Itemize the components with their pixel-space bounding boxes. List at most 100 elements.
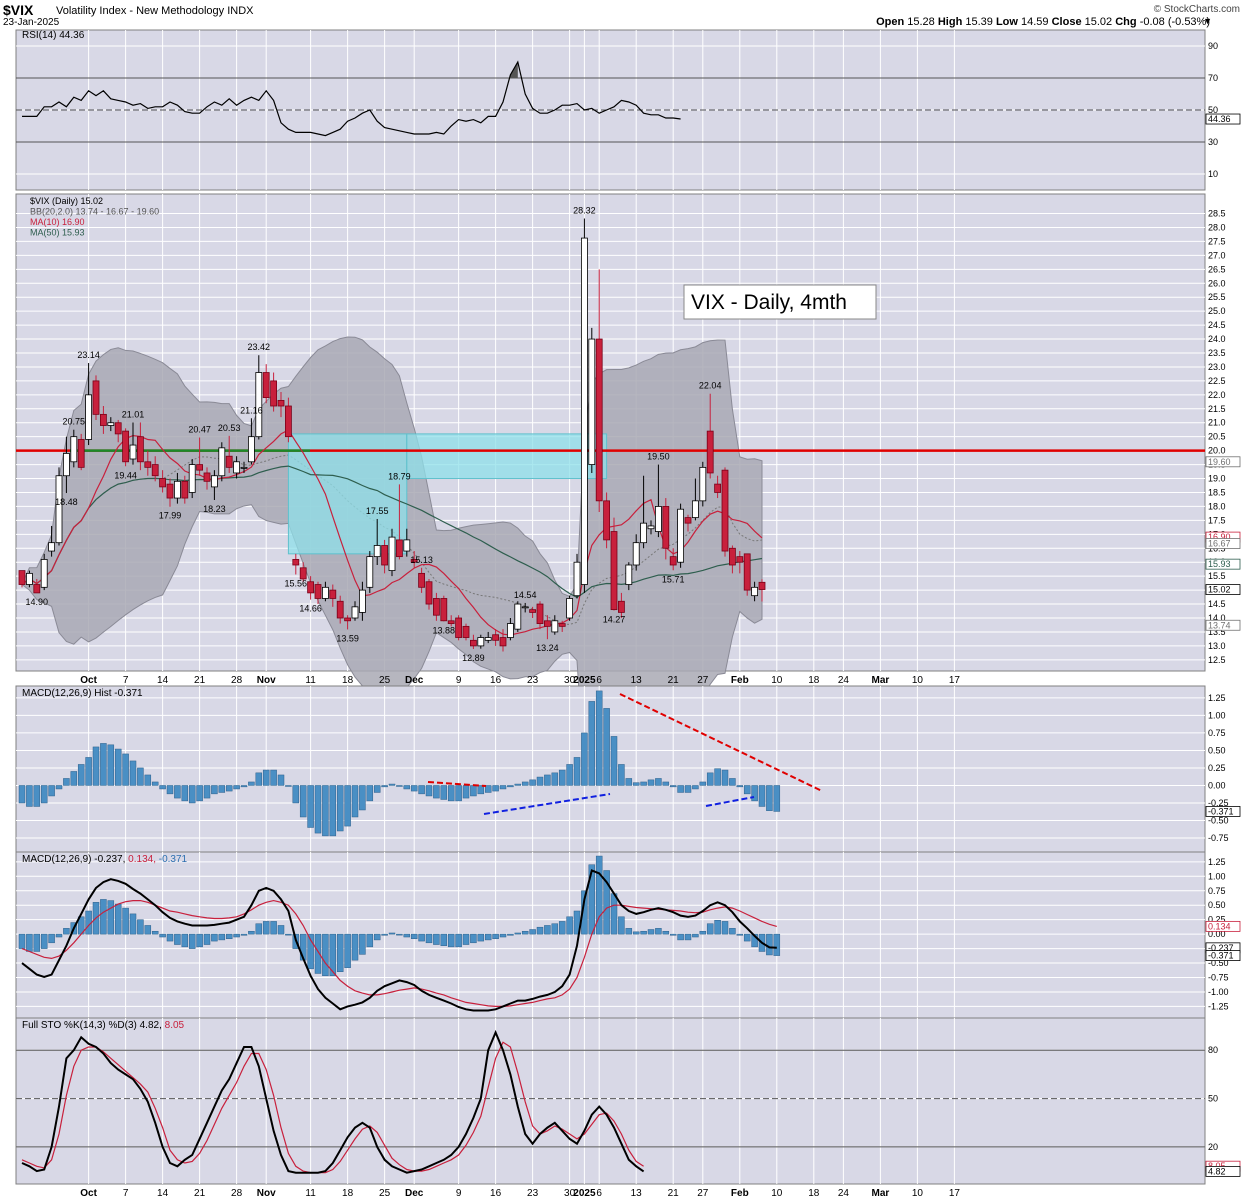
candle-body: [107, 422, 115, 426]
candle-body: [595, 338, 603, 502]
candle-body: [743, 553, 751, 591]
price-tick-11: 23.0: [1208, 362, 1226, 372]
sto-k-line: [21, 1029, 645, 1174]
hist-bar: [455, 785, 462, 802]
price-tick-13: 22.0: [1208, 390, 1226, 400]
candle-body: [381, 545, 389, 566]
price-tick-8: 24.5: [1208, 320, 1226, 330]
candle-body: [144, 461, 152, 468]
price-tick-21: 18.0: [1208, 501, 1226, 511]
candle: [336, 595, 344, 624]
open-label: Open: [876, 16, 905, 28]
macd-hist-bar: [455, 933, 462, 948]
candle: [159, 470, 167, 493]
candle-body: [662, 506, 670, 549]
macd-legend-part: 0.134,: [128, 854, 159, 865]
price-point-label-17: 15.13: [410, 555, 433, 565]
candle: [40, 553, 48, 591]
candle: [618, 592, 625, 618]
candle: [714, 475, 721, 499]
hist-bar: [684, 785, 692, 793]
macd-hist-tick-1: 1.00: [1208, 710, 1226, 720]
exchange: INDX: [227, 5, 254, 17]
macd-hist-tick-5: 0.00: [1208, 780, 1226, 790]
sto-value-tag-1: [1205, 1165, 1241, 1177]
macd-hist-bar: [721, 921, 729, 935]
hist-bar: [129, 760, 137, 786]
price-point-label-22: 28.32: [573, 206, 596, 216]
candle: [196, 437, 204, 476]
sto-tick-1: 50: [1208, 1094, 1218, 1104]
macd-hist-bar: [529, 929, 536, 935]
macd-line: [21, 869, 777, 1012]
macd-hist-bar: [751, 933, 758, 948]
x-axis-label: 10: [912, 675, 924, 686]
x-axis-label-bottom: Feb: [731, 1188, 749, 1199]
hist-bar: [181, 785, 189, 802]
candle: [544, 615, 551, 640]
hist-bar: [773, 785, 781, 812]
macd-hist-bar: [151, 930, 159, 935]
hist-bar: [558, 769, 566, 786]
x-axis-label: 23: [527, 675, 539, 686]
close-label: Close: [1051, 16, 1082, 28]
macd-hist-bar: [18, 933, 26, 949]
macd-hist-bar: [114, 903, 122, 935]
candle: [536, 601, 544, 630]
x-axis-label-bottom: 10: [771, 1188, 783, 1199]
candle-body: [403, 539, 411, 552]
macd-value-tag-0: [1205, 920, 1241, 932]
brand-credit[interactable]: © StockCharts.com: [1153, 4, 1240, 15]
red-trendline-small: [427, 781, 487, 787]
hist-bar: [529, 779, 536, 786]
candle-body: [262, 372, 270, 399]
hist-bar: [233, 785, 240, 790]
hist-bar: [625, 778, 633, 786]
macd-hist-bar: [492, 933, 499, 940]
macd-hist-bar: [677, 933, 684, 941]
hist-bar: [277, 774, 285, 786]
x-axis-label-bottom: 18: [808, 1188, 820, 1199]
hist-bar: [766, 785, 773, 811]
rsi-value-label-0: 44.36: [1208, 114, 1231, 124]
candle: [18, 570, 26, 588]
macd-hist-bar: [396, 933, 403, 936]
chart-date: 23-Jan-2025: [3, 17, 60, 28]
price-point-label-13: 14.66: [299, 604, 322, 614]
candle-body: [544, 620, 551, 627]
macd-hist-bar: [262, 921, 270, 935]
hist-bar: [699, 781, 707, 786]
hist-bar: [396, 785, 403, 787]
candle: [706, 393, 714, 479]
macd-hist-bar: [647, 929, 655, 935]
candle: [603, 492, 610, 549]
hist-bar: [655, 778, 662, 786]
hist-bar: [692, 785, 699, 790]
candle: [647, 520, 655, 535]
candle: [270, 372, 278, 412]
hist-bar: [26, 785, 33, 807]
candle: [610, 517, 618, 611]
macd-hist-bar: [159, 933, 166, 938]
candle: [581, 218, 588, 593]
macd-hist-bar: [699, 930, 707, 935]
macd-hist-bar: [203, 933, 211, 945]
candle-body: [618, 600, 625, 613]
candle: [299, 562, 307, 582]
candle-body: [440, 598, 448, 622]
price-point-label-7: 20.47: [188, 425, 211, 435]
hist-bar: [736, 785, 744, 788]
candle-body: [351, 606, 359, 619]
hist-bar: [344, 785, 351, 827]
sto-tick-0: 80: [1208, 1045, 1218, 1055]
x-axis-label-bottom: 16: [490, 1188, 502, 1199]
macd-hist-bar: [566, 916, 573, 935]
candle-body: [100, 413, 107, 426]
candle: [484, 631, 492, 644]
price-tick-2: 27.5: [1208, 236, 1226, 246]
candle-body: [307, 581, 315, 594]
candle-body: [373, 545, 381, 558]
macd-hist-bar: [344, 933, 351, 968]
hist-bar: [248, 781, 255, 786]
macd-hist-bar: [684, 933, 692, 941]
